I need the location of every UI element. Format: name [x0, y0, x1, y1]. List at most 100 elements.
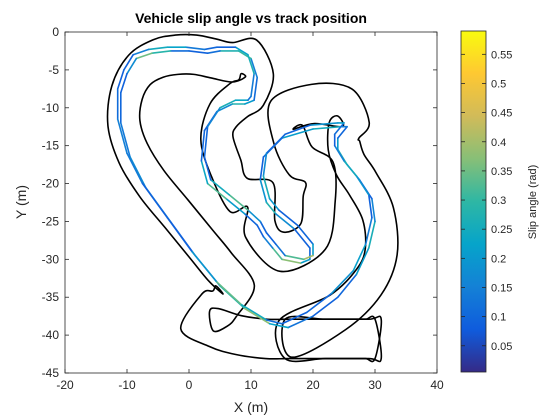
trajectory-segment [247, 53, 255, 75]
trajectory-segment [209, 178, 231, 196]
trajectory-segment [343, 160, 358, 177]
trajectory-segment [281, 258, 302, 264]
trajectory-segment [274, 213, 296, 230]
colorbar-tick-label: 0.2 [491, 253, 506, 265]
y-axis-label: Y (m) [13, 185, 29, 219]
trajectory-segment [240, 303, 268, 321]
trajectory-segment [265, 133, 286, 155]
trajectory-segment [262, 235, 274, 249]
x-axis-label: X (m) [234, 399, 268, 415]
trajectory-segment [151, 50, 172, 55]
trajectory-segment [225, 197, 246, 215]
trajectory-segment [371, 197, 376, 223]
trajectory-segment [244, 213, 259, 227]
trajectory-segment [216, 103, 234, 113]
trajectory-segment [200, 160, 209, 185]
trajectory-segment [293, 228, 311, 249]
trajectory-segment [265, 319, 283, 325]
trajectory-segment [259, 156, 265, 181]
colorbar-ticks: 0.05 0.1 0.15 0.2 0.25 0.3 0.35 0.4 0.45 0.5 0.55 [461, 49, 512, 353]
trajectory-segment [191, 250, 218, 283]
trajectory-segment [262, 152, 268, 177]
trajectory-lap-2 [116, 46, 373, 325]
trajectory-segment [141, 182, 169, 219]
trajectory-segment [216, 281, 243, 306]
x-tick-label: 40 [430, 378, 444, 392]
trajectory-segment [336, 125, 348, 139]
trajectory-segment [120, 72, 128, 94]
trajectory-segment [206, 50, 221, 55]
plot-area [65, 32, 437, 373]
trajectory-segment [268, 322, 290, 329]
trajectory-segment [256, 224, 265, 238]
trajectory-segment [203, 156, 212, 181]
trajectory-segment [247, 209, 262, 223]
trajectory-segment [305, 292, 333, 314]
colorbar-gradient [460, 30, 487, 373]
colorbar-tick-label: 0.5 [491, 78, 506, 90]
chart-title: Vehicle slip angle vs track position [135, 10, 367, 26]
trajectory-segment [206, 182, 227, 200]
colorbar-label: Slip angle (rad) [527, 165, 539, 240]
colorbar-tick-label: 0.15 [491, 282, 512, 294]
x-tick-label: 30 [368, 378, 382, 392]
trajectory-segment [355, 175, 370, 196]
trajectory-segment [284, 254, 305, 261]
colorbar-tick-label: 0.4 [491, 137, 506, 149]
trajectory-segment [367, 194, 373, 219]
trajectory-segment [206, 106, 221, 128]
y-tick-label: -45 [42, 366, 60, 380]
trajectory-segment [302, 254, 314, 261]
vehicle-trajectories [116, 46, 376, 329]
x-tick-label: -20 [56, 378, 74, 392]
trajectory-segment [330, 269, 355, 295]
y-tick-label: -35 [42, 290, 60, 304]
trajectory-segment [271, 247, 283, 261]
trajectory-segment [244, 99, 255, 105]
trajectory-segment [203, 46, 218, 51]
trajectory-segment [132, 48, 150, 56]
trajectory-segment [126, 152, 144, 185]
y-axis-ticks: 0 -5 -10 -15 -20 -25 -30 -35 -40 -45 [42, 25, 437, 380]
trajectory-segment [333, 144, 345, 162]
trajectory-segment [278, 209, 299, 227]
trajectory-segment [309, 122, 339, 127]
trajectory-segment [336, 273, 358, 299]
colorbar-tick-label: 0.1 [491, 312, 506, 324]
colorbar-tick-label: 0.05 [491, 341, 512, 353]
y-tick-label: -10 [42, 101, 60, 115]
x-tick-label: 0 [186, 378, 193, 392]
trajectory-segment [312, 125, 342, 130]
trajectory-segment [333, 122, 345, 136]
trajectory-segment [355, 247, 370, 276]
trajectory-segment [228, 194, 249, 211]
colorbar-tick-label: 0.3 [491, 195, 506, 207]
trajectory-segment [126, 57, 138, 75]
trajectory-segment [120, 122, 131, 158]
trajectory-segment [244, 307, 271, 325]
y-tick-label: -40 [42, 328, 60, 342]
trajectory-segment [200, 129, 206, 162]
trajectory-segment [247, 95, 252, 101]
trajectory-segment [284, 124, 311, 136]
trajectory-segment [265, 201, 277, 215]
y-tick-label: -30 [42, 252, 60, 266]
trajectory-segment [296, 224, 314, 245]
trajectory-segment [166, 216, 193, 253]
y-tick-label: -25 [42, 214, 60, 228]
trajectory-segment [116, 118, 128, 155]
y-tick-label: -20 [42, 177, 60, 191]
trajectory-segment [147, 46, 169, 51]
trajectory-segment [287, 315, 314, 329]
colorbar-tick-label: 0.55 [491, 49, 512, 61]
x-tick-label: 20 [306, 378, 320, 392]
y-tick-label: -5 [48, 63, 59, 77]
y-tick-label: 0 [52, 25, 59, 39]
trajectory-segment [367, 220, 376, 249]
trajectory-segment [281, 128, 314, 139]
trajectory-segment [281, 311, 308, 325]
trajectory-segment [312, 296, 339, 317]
trajectory-segment [185, 46, 206, 51]
trajectory-segment [299, 258, 311, 264]
